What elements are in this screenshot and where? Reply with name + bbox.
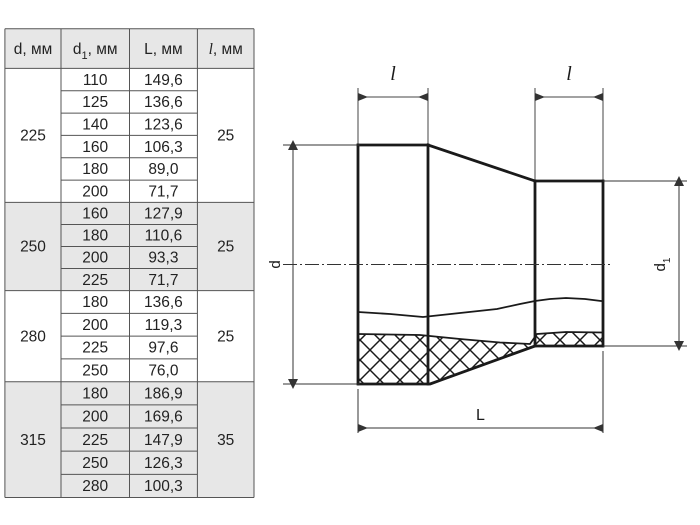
svg-text:97,6: 97,6 — [148, 340, 178, 357]
svg-text:225: 225 — [20, 128, 46, 145]
svg-text:l, мм: l, мм — [209, 41, 243, 58]
svg-text:L: L — [476, 407, 485, 424]
svg-text:d: d — [267, 260, 284, 268]
svg-text:200: 200 — [82, 317, 108, 334]
svg-text:93,3: 93,3 — [148, 250, 178, 267]
svg-text:200: 200 — [82, 183, 108, 200]
svg-text:280: 280 — [82, 478, 108, 495]
svg-text:149,6: 149,6 — [144, 72, 183, 89]
svg-text:180: 180 — [82, 228, 108, 245]
svg-text:140: 140 — [82, 116, 108, 133]
svg-text:125: 125 — [82, 94, 108, 111]
svg-text:280: 280 — [20, 328, 46, 345]
svg-text:160: 160 — [82, 206, 108, 223]
svg-text:71,7: 71,7 — [148, 272, 178, 289]
svg-text:35: 35 — [217, 432, 234, 449]
svg-text:76,0: 76,0 — [148, 363, 179, 380]
svg-text:106,3: 106,3 — [144, 139, 183, 156]
svg-text:71,7: 71,7 — [148, 183, 178, 200]
svg-text:119,3: 119,3 — [145, 317, 183, 334]
svg-text:250: 250 — [20, 239, 46, 256]
svg-text:225: 225 — [82, 340, 108, 357]
svg-text:123,6: 123,6 — [144, 116, 183, 133]
svg-text:110: 110 — [83, 72, 108, 89]
svg-text:25: 25 — [217, 239, 234, 256]
svg-text:147,9: 147,9 — [144, 432, 183, 449]
svg-text:250: 250 — [82, 455, 108, 472]
svg-text:225: 225 — [82, 432, 108, 449]
svg-text:169,6: 169,6 — [144, 409, 183, 426]
svg-text:d, мм: d, мм — [14, 41, 53, 58]
svg-text:110,6: 110,6 — [145, 228, 183, 245]
svg-text:225: 225 — [82, 272, 108, 289]
svg-text:186,9: 186,9 — [144, 386, 183, 403]
svg-text:25: 25 — [217, 328, 234, 345]
svg-text:200: 200 — [82, 250, 108, 267]
svg-text:25: 25 — [217, 128, 234, 145]
svg-text:l: l — [566, 63, 572, 85]
svg-text:89,0: 89,0 — [148, 161, 179, 178]
svg-text:180: 180 — [82, 161, 108, 178]
svg-text:160: 160 — [82, 139, 108, 156]
svg-text:250: 250 — [82, 363, 108, 380]
svg-text:l: l — [390, 63, 396, 85]
svg-text:L, мм: L, мм — [144, 41, 183, 58]
svg-text:200: 200 — [82, 409, 108, 426]
svg-text:127,9: 127,9 — [144, 206, 183, 223]
svg-text:180: 180 — [82, 294, 108, 311]
svg-text:136,6: 136,6 — [144, 294, 183, 311]
svg-text:315: 315 — [20, 432, 46, 449]
svg-text:180: 180 — [82, 386, 108, 403]
svg-text:126,3: 126,3 — [144, 455, 183, 472]
svg-text:136,6: 136,6 — [144, 94, 183, 111]
svg-text:100,3: 100,3 — [144, 478, 183, 495]
